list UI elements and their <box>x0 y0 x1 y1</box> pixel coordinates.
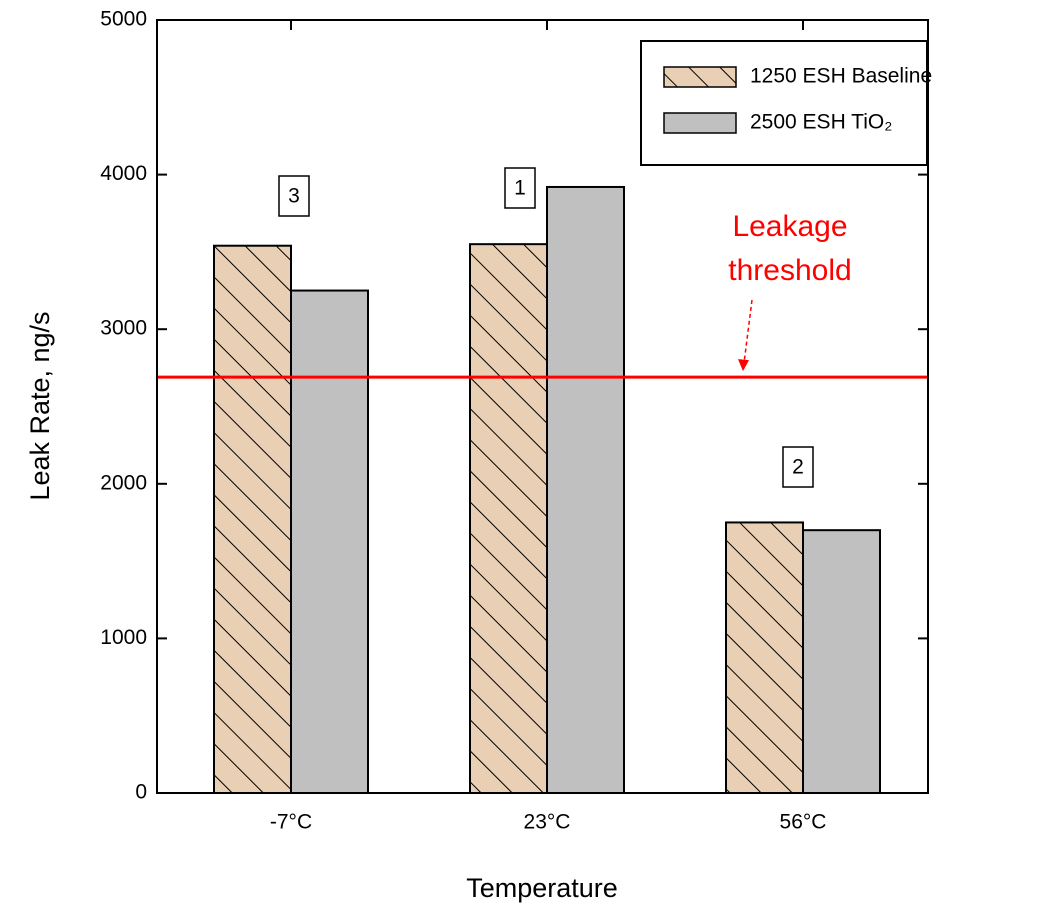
annotation: 1 <box>514 177 526 200</box>
y-tick-label: 4000 <box>100 162 147 185</box>
y-axis-label: Leak Rate, ng/s <box>25 311 55 500</box>
y-tick-label: 2000 <box>100 471 147 494</box>
bar <box>469 243 548 795</box>
legend-label: 1250 ESH Baseline <box>750 65 932 88</box>
legend-label: 2500 ESH TiO₂ <box>750 111 892 134</box>
x-tick-label: -7°C <box>270 811 312 834</box>
y-tick-label: 5000 <box>100 8 147 31</box>
threshold-label: threshold <box>728 254 851 287</box>
y-tick-label: 3000 <box>100 317 147 340</box>
threshold-arrowhead <box>738 359 749 372</box>
annotation-box <box>504 167 536 209</box>
x-tick-label: 23°C <box>524 811 571 834</box>
plot-frame <box>156 19 929 794</box>
x-axis-label: Temperature <box>466 873 618 903</box>
legend-swatch <box>663 112 737 134</box>
x-tick-label: 56°C <box>780 811 827 834</box>
legend-swatch <box>663 66 737 88</box>
threshold-arrow <box>743 299 753 364</box>
threshold-label: Leakage <box>732 210 847 243</box>
bar <box>213 244 292 794</box>
annotation: 3 <box>288 185 300 208</box>
bar <box>802 529 881 794</box>
annotation: 2 <box>792 456 804 479</box>
bar <box>546 185 625 794</box>
bar <box>290 289 369 794</box>
bar <box>725 521 804 794</box>
annotation-box <box>278 175 310 217</box>
annotation-box <box>782 446 814 488</box>
legend-box <box>640 40 928 166</box>
y-tick-label: 1000 <box>100 626 147 649</box>
y-tick-label: 0 <box>135 781 147 804</box>
